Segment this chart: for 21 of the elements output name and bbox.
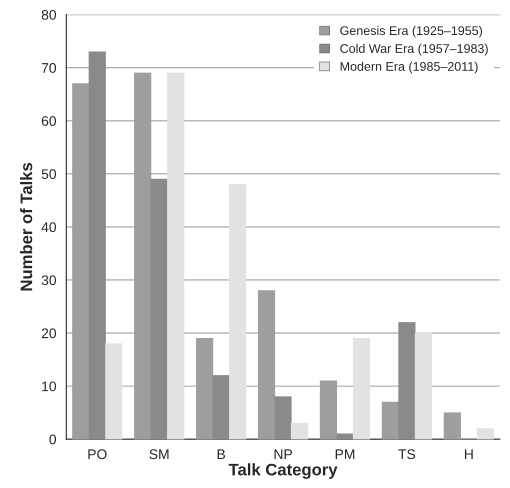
y-tick-label: 40 bbox=[41, 222, 56, 232]
x-tick-label: H bbox=[464, 449, 473, 459]
y-tick-label: 20 bbox=[42, 328, 56, 338]
x-tick-label: B bbox=[218, 449, 226, 459]
legend-label: Modern Era (1985–2011) bbox=[340, 62, 478, 74]
x-tick-label: TS bbox=[398, 449, 416, 460]
y-tick-label: 10 bbox=[42, 381, 56, 392]
y-tick-label: 60 bbox=[42, 116, 56, 126]
x-axis-title: Talk Category bbox=[228, 463, 338, 479]
y-tick-label: 80 bbox=[42, 10, 56, 20]
legend-label: Genesis Era (1925–1955) bbox=[340, 26, 482, 38]
y-tick-label: 0 bbox=[49, 434, 56, 444]
x-tick-label: SM bbox=[149, 449, 168, 460]
x-tick-label: PO bbox=[88, 449, 107, 460]
legend-label: Cold War Era (1957–1983) bbox=[340, 44, 488, 56]
x-tick-label: NP bbox=[274, 449, 292, 459]
y-tick-label: 70 bbox=[42, 63, 56, 73]
y-tick-label: 50 bbox=[42, 169, 56, 180]
y-axis-title: Number of Talks bbox=[20, 162, 32, 290]
x-tick-label: PM bbox=[336, 449, 354, 459]
y-tick-label: 30 bbox=[42, 275, 56, 286]
